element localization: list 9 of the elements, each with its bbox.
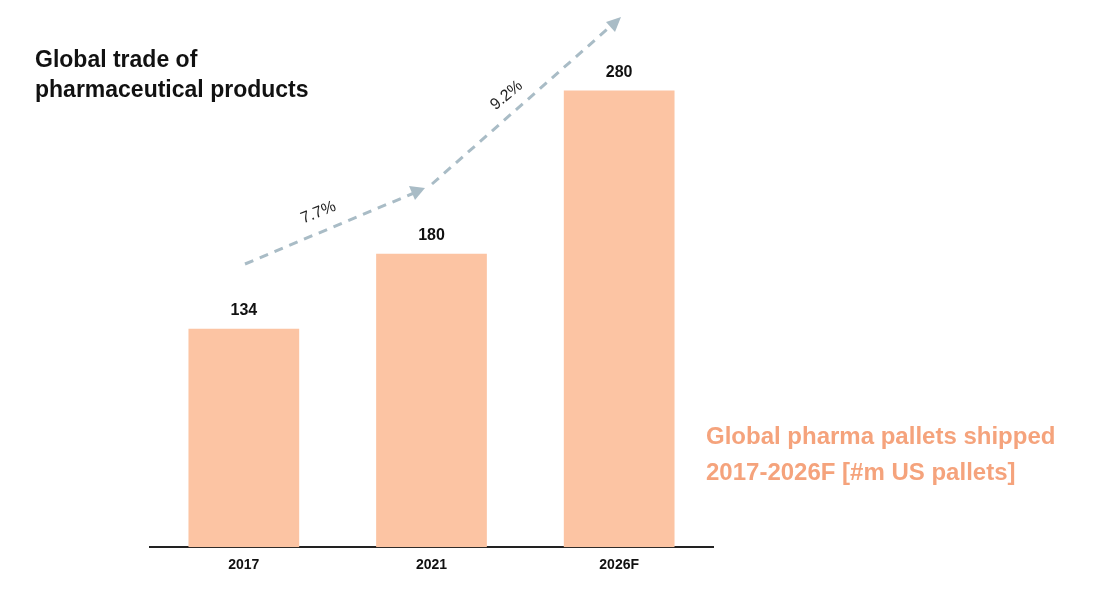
data-label: 280 [605,63,633,81]
x-tick-label: 2026F [599,556,640,573]
data-label: 134 [230,301,258,319]
x-tick-label: 2021 [415,556,448,573]
chart-title: Global trade of pharmaceutical products [35,45,310,104]
x-tick-label: 2017 [228,556,260,573]
text: Global pharma pallets shipped 2017-2026F [#m US pallets] [706,421,1057,487]
annotation: 7.7% [297,196,339,228]
data-label: 180 [418,226,445,244]
